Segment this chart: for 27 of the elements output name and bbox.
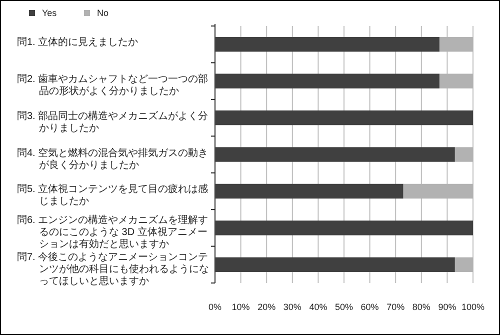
y-tick-label: 問1. 立体的に見えましたか	[17, 37, 140, 50]
y-tick-label: 問6. エンジンの構造やメカニズムを理解するのにこのような 3D 立体視アニメーションは有効だと思いますか	[17, 214, 209, 251]
x-tick-label: 50%	[334, 302, 354, 312]
x-tick-label: 80%	[412, 302, 430, 312]
y-tick-label: 問4. 空気と燃料の混合気や排気ガスの動きが良く分かりましたか	[17, 148, 209, 172]
x-tick-label: 60%	[360, 302, 379, 312]
x-tick-label: 30%	[283, 302, 302, 312]
bar	[215, 74, 440, 88]
bar	[215, 37, 440, 52]
x-tick-label: 70%	[386, 302, 405, 312]
bar	[215, 110, 473, 126]
y-tick-label: 問2. 歯車やカムシャフトなど一つ一つの部品の形状がよく分かりましたか	[17, 74, 209, 98]
y-tick-label: 問3. 部品同士の構造やメカニズムがよく分かりましたか	[17, 110, 209, 135]
y-tick-label: 問5. 立体視コンテンツを見て目の疲れは感じましたか	[17, 184, 209, 208]
bar	[215, 257, 455, 272]
y-tick-label: 問7. 今後このようなアニメーションコンテンツが他の科目にも使われるようになってほしいと思いますか	[17, 252, 209, 288]
bar	[215, 184, 404, 199]
x-tick-label: 90%	[438, 302, 456, 312]
x-tick-label: 100%	[461, 302, 485, 312]
bar	[215, 147, 455, 162]
legend-label: Yes	[42, 8, 58, 18]
legend-label: No	[97, 8, 109, 18]
x-tick-label: 40%	[309, 302, 328, 312]
bar	[215, 220, 473, 236]
x-tick-label: 10%	[232, 302, 250, 312]
x-tick-label: 20%	[258, 302, 276, 312]
x-tick-label: 0%	[208, 302, 222, 312]
